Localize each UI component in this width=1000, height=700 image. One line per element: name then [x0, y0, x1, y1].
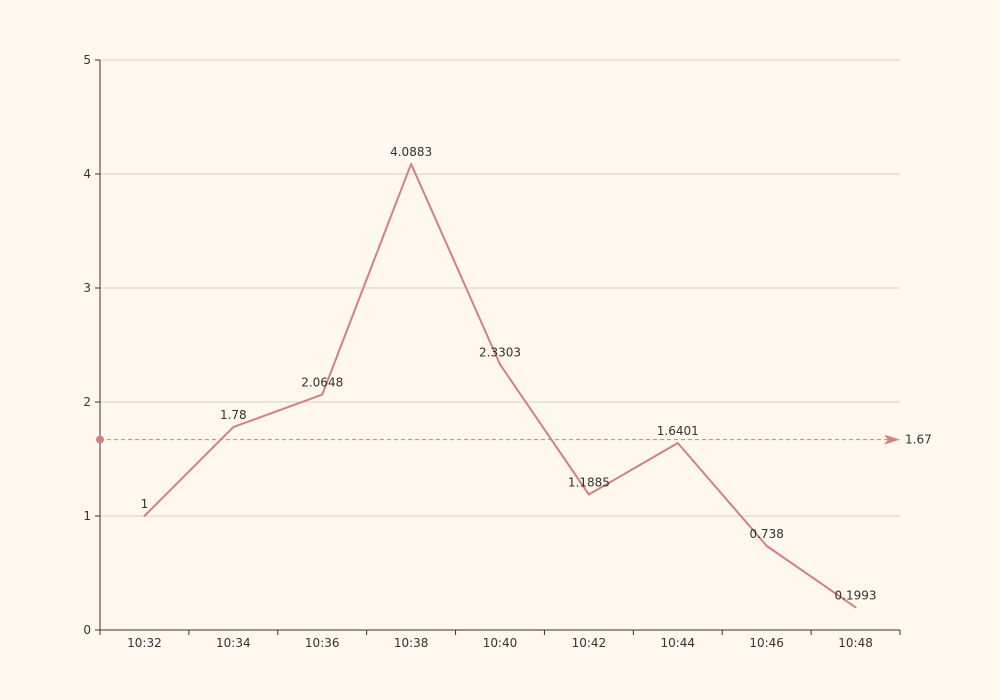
y-tick-label: 3 — [83, 281, 91, 295]
data-label: 1.1885 — [568, 476, 610, 490]
mark-line-arrow — [884, 434, 900, 445]
data-label: 0.1993 — [835, 588, 877, 602]
x-tick-label: 10:38 — [394, 636, 429, 650]
y-tick-label: 5 — [83, 53, 91, 67]
x-tick-label: 10:48 — [838, 636, 873, 650]
y-tick-label: 0 — [83, 623, 91, 637]
x-tick-label: 10:40 — [483, 636, 518, 650]
y-tick-label: 1 — [83, 509, 91, 523]
data-label: 0.738 — [749, 527, 783, 541]
series-layer — [143, 162, 857, 609]
x-tick-label: 10:32 — [127, 636, 162, 650]
x-tick-label: 10:34 — [216, 636, 251, 650]
axes: 0 1 2 3 4 5 10:32 10:34 10:36 10:38 10:40 10:42 10:4… — [83, 53, 901, 650]
x-tick-label: 10:42 — [572, 636, 607, 650]
series-line — [143, 162, 857, 609]
average-mark-line: 1.67 — [96, 433, 932, 447]
data-labels: 1 1.78 2.0648 4.0883 2.3303 1.1885 1.6401 0.738… — [141, 145, 877, 602]
grid-lines — [100, 59, 900, 517]
data-label: 2.0648 — [301, 376, 343, 390]
x-tick-label: 10:36 — [305, 636, 340, 650]
x-tick-label: 10:44 — [660, 636, 695, 650]
data-label: 2.3303 — [479, 345, 521, 359]
data-label: 1.78 — [220, 408, 247, 422]
y-tick-label: 4 — [83, 167, 91, 181]
data-label: 4.0883 — [390, 145, 432, 159]
y-tick-label: 2 — [83, 395, 91, 409]
data-label: 1 — [141, 497, 149, 511]
x-tick-label: 10:46 — [749, 636, 784, 650]
mark-line-label: 1.67 — [905, 433, 932, 447]
data-label: 1.6401 — [657, 424, 699, 438]
